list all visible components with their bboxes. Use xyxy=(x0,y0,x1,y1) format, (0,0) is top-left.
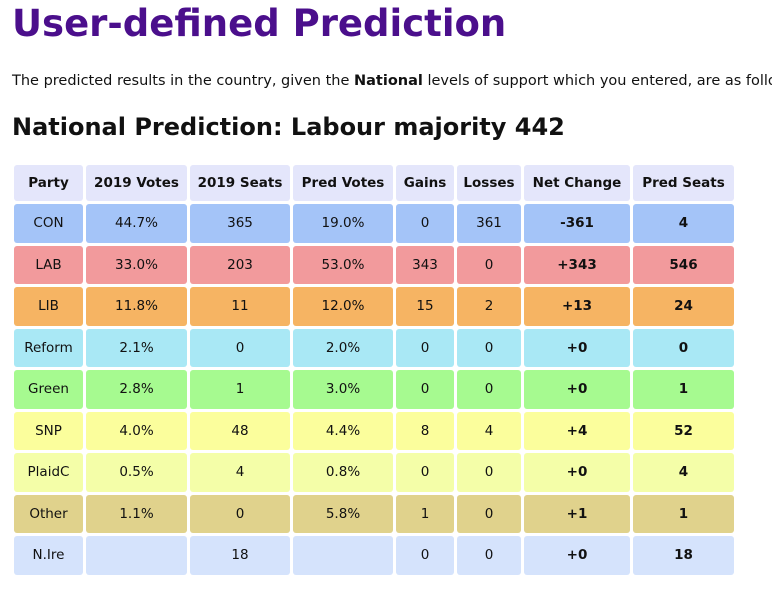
losses-cell: 0 xyxy=(457,536,521,575)
table-row: Other 1.1% 0 5.8% 1 0 +1 1 xyxy=(14,494,734,533)
party-cell: LIB xyxy=(14,287,83,326)
losses-cell: 0 xyxy=(457,245,521,284)
pred-seats-cell: 4 xyxy=(633,453,734,492)
intro-text: The predicted results in the country, gi… xyxy=(12,73,772,89)
table-row: Reform 2.1% 0 2.0% 0 0 +0 0 xyxy=(14,328,734,367)
intro-text-start: The predicted results in the country, gi… xyxy=(12,73,354,89)
gains-cell: 343 xyxy=(396,245,454,284)
losses-cell: 4 xyxy=(457,411,521,450)
votes-2019-cell: 44.7% xyxy=(86,204,187,243)
pred-seats-cell: 4 xyxy=(633,204,734,243)
gains-cell: 0 xyxy=(396,328,454,367)
votes-2019-cell: 4.0% xyxy=(86,411,187,450)
net-change-cell: +13 xyxy=(524,287,630,326)
pred-votes-cell xyxy=(293,536,393,575)
pred-votes-cell: 4.4% xyxy=(293,411,393,450)
column-header: Pred Votes xyxy=(293,165,393,201)
intro-text-end: levels of support which you entered, are… xyxy=(422,73,772,89)
column-header: Party xyxy=(14,165,83,201)
votes-2019-cell: 1.1% xyxy=(86,494,187,533)
gains-cell: 0 xyxy=(396,536,454,575)
losses-cell: 0 xyxy=(457,494,521,533)
pred-seats-cell: 1 xyxy=(633,494,734,533)
table-row: SNP 4.0% 48 4.4% 8 4 +4 52 xyxy=(14,411,734,450)
gains-cell: 0 xyxy=(396,370,454,409)
column-header: Losses xyxy=(457,165,521,201)
net-change-cell: +0 xyxy=(524,536,630,575)
losses-cell: 0 xyxy=(457,453,521,492)
table-row: LIB 11.8% 11 12.0% 15 2 +13 24 xyxy=(14,287,734,326)
party-cell: N.Ire xyxy=(14,536,83,575)
net-change-cell: +0 xyxy=(524,370,630,409)
gains-cell: 15 xyxy=(396,287,454,326)
table-row: PlaidC 0.5% 4 0.8% 0 0 +0 4 xyxy=(14,453,734,492)
results-table: Party 2019 Votes 2019 Seats Pred Votes G… xyxy=(11,162,737,578)
table-row: N.Ire 18 0 0 +0 18 xyxy=(14,536,734,575)
losses-cell: 361 xyxy=(457,204,521,243)
seats-2019-cell: 4 xyxy=(190,453,290,492)
seats-2019-cell: 365 xyxy=(190,204,290,243)
losses-cell: 0 xyxy=(457,328,521,367)
pred-votes-cell: 3.0% xyxy=(293,370,393,409)
column-header: Pred Seats xyxy=(633,165,734,201)
gains-cell: 0 xyxy=(396,453,454,492)
party-cell: Reform xyxy=(14,328,83,367)
losses-cell: 0 xyxy=(457,370,521,409)
table-row: Green 2.8% 1 3.0% 0 0 +0 1 xyxy=(14,370,734,409)
page-title: User-defined Prediction xyxy=(12,2,507,45)
column-header: Gains xyxy=(396,165,454,201)
pred-votes-cell: 12.0% xyxy=(293,287,393,326)
net-change-cell: +4 xyxy=(524,411,630,450)
party-cell: LAB xyxy=(14,245,83,284)
table-row: CON 44.7% 365 19.0% 0 361 -361 4 xyxy=(14,204,734,243)
losses-cell: 2 xyxy=(457,287,521,326)
gains-cell: 1 xyxy=(396,494,454,533)
pred-seats-cell: 52 xyxy=(633,411,734,450)
votes-2019-cell: 33.0% xyxy=(86,245,187,284)
party-cell: Other xyxy=(14,494,83,533)
pred-seats-cell: 24 xyxy=(633,287,734,326)
net-change-cell: -361 xyxy=(524,204,630,243)
column-header: 2019 Votes xyxy=(86,165,187,201)
gains-cell: 8 xyxy=(396,411,454,450)
table-header-row: Party 2019 Votes 2019 Seats Pred Votes G… xyxy=(14,165,734,201)
column-header: 2019 Seats xyxy=(190,165,290,201)
pred-votes-cell: 5.8% xyxy=(293,494,393,533)
seats-2019-cell: 0 xyxy=(190,494,290,533)
seats-2019-cell: 0 xyxy=(190,328,290,367)
pred-seats-cell: 546 xyxy=(633,245,734,284)
pred-votes-cell: 2.0% xyxy=(293,328,393,367)
party-cell: CON xyxy=(14,204,83,243)
pred-votes-cell: 19.0% xyxy=(293,204,393,243)
intro-text-bold: National xyxy=(354,73,423,89)
seats-2019-cell: 48 xyxy=(190,411,290,450)
party-cell: PlaidC xyxy=(14,453,83,492)
table-row: LAB 33.0% 203 53.0% 343 0 +343 546 xyxy=(14,245,734,284)
party-cell: SNP xyxy=(14,411,83,450)
net-change-cell: +1 xyxy=(524,494,630,533)
votes-2019-cell xyxy=(86,536,187,575)
pred-votes-cell: 0.8% xyxy=(293,453,393,492)
seats-2019-cell: 1 xyxy=(190,370,290,409)
votes-2019-cell: 2.8% xyxy=(86,370,187,409)
seats-2019-cell: 11 xyxy=(190,287,290,326)
votes-2019-cell: 2.1% xyxy=(86,328,187,367)
votes-2019-cell: 0.5% xyxy=(86,453,187,492)
party-cell: Green xyxy=(14,370,83,409)
seats-2019-cell: 203 xyxy=(190,245,290,284)
seats-2019-cell: 18 xyxy=(190,536,290,575)
pred-seats-cell: 1 xyxy=(633,370,734,409)
pred-seats-cell: 18 xyxy=(633,536,734,575)
pred-seats-cell: 0 xyxy=(633,328,734,367)
net-change-cell: +343 xyxy=(524,245,630,284)
net-change-cell: +0 xyxy=(524,453,630,492)
pred-votes-cell: 53.0% xyxy=(293,245,393,284)
votes-2019-cell: 11.8% xyxy=(86,287,187,326)
net-change-cell: +0 xyxy=(524,328,630,367)
column-header: Net Change xyxy=(524,165,630,201)
prediction-subtitle: National Prediction: Labour majority 442 xyxy=(12,113,565,141)
gains-cell: 0 xyxy=(396,204,454,243)
